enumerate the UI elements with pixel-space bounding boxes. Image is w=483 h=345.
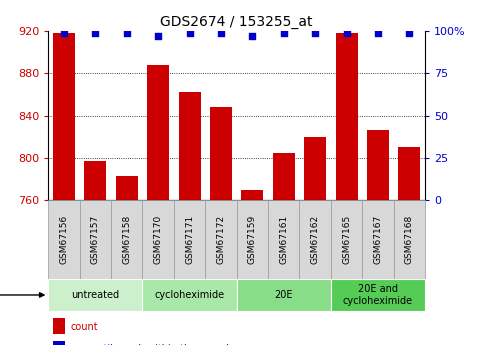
Text: GSM67167: GSM67167 [373, 215, 383, 264]
Bar [299, 200, 331, 279]
Point [406, 30, 413, 36]
Text: GSM67161: GSM67161 [279, 215, 288, 264]
Bar [394, 200, 425, 279]
Point [186, 30, 194, 36]
Bar [53, 341, 65, 345]
Text: GSM67165: GSM67165 [342, 215, 351, 264]
Text: GSM67157: GSM67157 [91, 215, 100, 264]
Text: 20E and
cycloheximide: 20E and cycloheximide [343, 284, 413, 306]
Bar [85, 161, 106, 200]
Text: agent: agent [0, 290, 44, 300]
Point [92, 30, 99, 36]
Point [280, 30, 288, 36]
Bar [48, 200, 80, 279]
Bar [142, 279, 237, 311]
Text: GSM67171: GSM67171 [185, 215, 194, 264]
Bar [237, 279, 331, 311]
Point [217, 30, 225, 36]
Text: 20E: 20E [274, 290, 293, 300]
Bar [111, 200, 142, 279]
Bar [362, 200, 394, 279]
Text: GSM67162: GSM67162 [311, 215, 320, 264]
Text: percentile rank within the sample: percentile rank within the sample [70, 344, 235, 345]
Text: GSM67168: GSM67168 [405, 215, 414, 264]
Text: count: count [70, 322, 98, 332]
Bar [205, 200, 237, 279]
Bar [210, 107, 232, 200]
Bar [174, 200, 205, 279]
Bar [237, 200, 268, 279]
Bar [336, 33, 357, 200]
Bar [268, 200, 299, 279]
Title: GDS2674 / 153255_at: GDS2674 / 153255_at [160, 14, 313, 29]
Bar [331, 279, 425, 311]
Point [155, 33, 162, 39]
Text: GSM67158: GSM67158 [122, 215, 131, 264]
Text: cycloheximide: cycloheximide [155, 290, 225, 300]
Point [312, 30, 319, 36]
Text: GSM67172: GSM67172 [216, 215, 226, 264]
Bar [116, 176, 138, 200]
Bar [53, 318, 65, 334]
Point [374, 30, 382, 36]
Point [343, 30, 351, 36]
Bar [367, 130, 389, 200]
Point [249, 33, 256, 39]
Bar [273, 152, 295, 200]
Text: untreated: untreated [71, 290, 119, 300]
Bar [53, 33, 75, 200]
Bar [242, 189, 263, 200]
Point [60, 30, 68, 36]
Bar [304, 137, 326, 200]
Bar [179, 92, 200, 200]
Bar [398, 147, 420, 200]
Bar [48, 279, 142, 311]
Bar [147, 65, 169, 200]
Bar [80, 200, 111, 279]
Text: GSM67159: GSM67159 [248, 215, 257, 264]
Bar [331, 200, 362, 279]
Text: GSM67170: GSM67170 [154, 215, 163, 264]
Text: GSM67156: GSM67156 [59, 215, 69, 264]
Point [123, 30, 131, 36]
Bar [142, 200, 174, 279]
